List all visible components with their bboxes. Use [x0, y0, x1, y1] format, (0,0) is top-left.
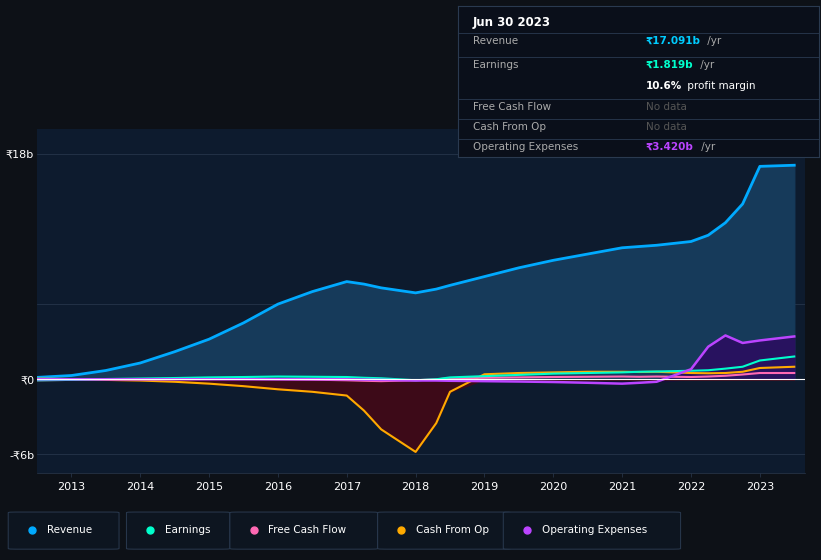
Text: Earnings: Earnings	[165, 525, 210, 535]
Text: Operating Expenses: Operating Expenses	[542, 525, 647, 535]
Text: Revenue: Revenue	[47, 525, 92, 535]
Text: No data: No data	[646, 102, 687, 113]
Text: /yr: /yr	[699, 142, 716, 152]
Text: ₹1.819b: ₹1.819b	[646, 60, 694, 70]
Text: Free Cash Flow: Free Cash Flow	[473, 102, 551, 113]
FancyBboxPatch shape	[230, 512, 378, 549]
FancyBboxPatch shape	[8, 512, 119, 549]
Text: 10.6%: 10.6%	[646, 81, 682, 91]
Text: Earnings: Earnings	[473, 60, 518, 70]
FancyBboxPatch shape	[378, 512, 511, 549]
Text: Jun 30 2023: Jun 30 2023	[473, 16, 551, 29]
Text: Cash From Op: Cash From Op	[473, 122, 546, 132]
Text: profit margin: profit margin	[684, 81, 755, 91]
Text: /yr: /yr	[704, 36, 721, 46]
Text: Free Cash Flow: Free Cash Flow	[268, 525, 346, 535]
Text: /yr: /yr	[696, 60, 713, 70]
Text: ₹17.091b: ₹17.091b	[646, 36, 701, 46]
Text: Operating Expenses: Operating Expenses	[473, 142, 578, 152]
Text: Revenue: Revenue	[473, 36, 518, 46]
FancyBboxPatch shape	[503, 512, 681, 549]
Text: No data: No data	[646, 122, 687, 132]
Text: ₹3.420b: ₹3.420b	[646, 142, 694, 152]
Text: Cash From Op: Cash From Op	[416, 525, 489, 535]
FancyBboxPatch shape	[126, 512, 230, 549]
